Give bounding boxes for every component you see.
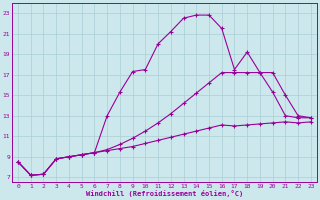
X-axis label: Windchill (Refroidissement éolien,°C): Windchill (Refroidissement éolien,°C) (86, 190, 243, 197)
